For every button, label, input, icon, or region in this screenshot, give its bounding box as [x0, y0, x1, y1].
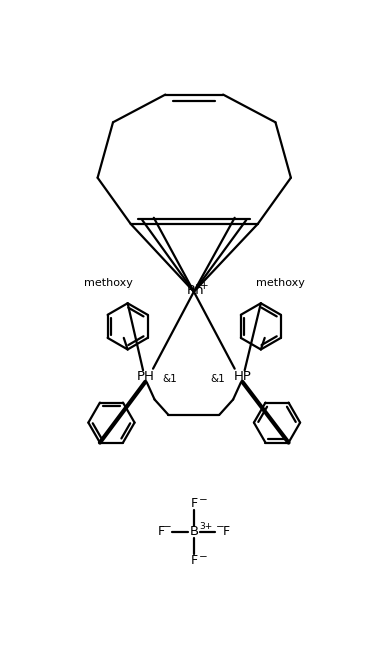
Text: HP: HP [233, 370, 251, 383]
Text: F: F [157, 525, 164, 538]
Text: F: F [190, 497, 197, 510]
Text: PH: PH [136, 370, 154, 383]
Text: 3+: 3+ [199, 522, 213, 531]
Text: F: F [223, 525, 230, 538]
Text: B: B [189, 525, 199, 538]
Text: methoxy: methoxy [256, 278, 305, 288]
Text: +: + [200, 281, 209, 291]
Text: −: − [163, 521, 172, 532]
Text: methoxy: methoxy [84, 278, 133, 288]
Text: &1: &1 [211, 374, 226, 384]
Text: −: − [216, 521, 224, 532]
Text: F: F [190, 554, 197, 567]
Text: −: − [199, 496, 208, 505]
Text: &1: &1 [162, 374, 177, 384]
Text: −: − [199, 553, 208, 562]
Text: Rh: Rh [186, 285, 204, 298]
